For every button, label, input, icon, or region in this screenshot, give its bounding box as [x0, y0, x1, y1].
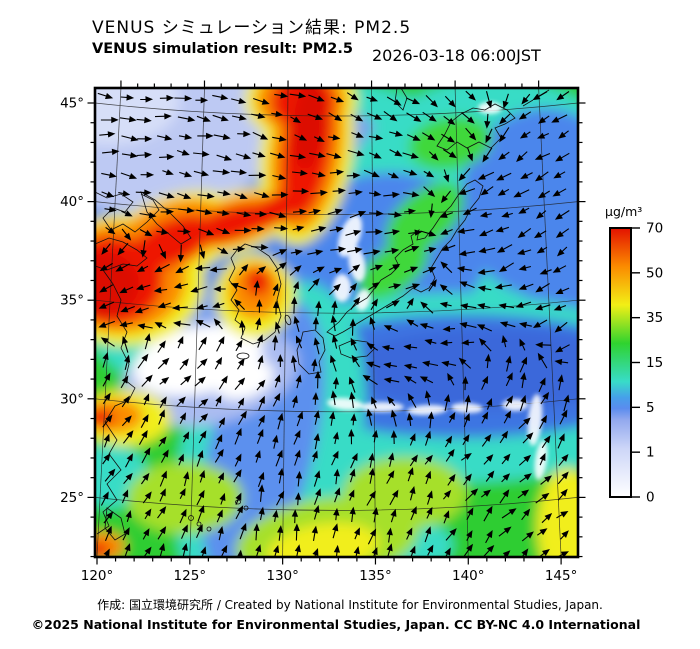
- lon-tick-label: 120°: [81, 568, 114, 584]
- wind-vector-field: [97, 90, 570, 557]
- page-title-english: VENUS simulation result: PM2.5: [92, 41, 353, 57]
- simulation-timestamp: 2026-03-18 06:00JST: [372, 46, 541, 65]
- page-title-japanese: VENUS シミュレーション結果: PM2.5: [92, 18, 412, 38]
- colorbar-tick-label: 70: [646, 221, 663, 237]
- colorbar-tick-label: 1: [646, 445, 655, 461]
- lon-tick-label: 125°: [174, 568, 207, 584]
- colorbar-tick-label: 50: [646, 265, 663, 281]
- lon-tick-label: 145°: [545, 568, 578, 584]
- credit-text: 作成: 国立環境研究所 / Created by National Instit…: [97, 598, 603, 612]
- lon-tick-label: 130°: [266, 568, 299, 584]
- lat-tick-label: 45°: [60, 96, 84, 112]
- map-frame: [93, 86, 580, 559]
- colorbar-tick-label: 35: [646, 310, 663, 326]
- colorbar-tick-label: 5: [646, 400, 655, 416]
- axis-ticks: [87, 80, 586, 565]
- lat-tick-label: 25°: [60, 490, 84, 506]
- lat-tick-label: 40°: [60, 194, 84, 210]
- lat-tick-label: 35°: [60, 293, 84, 309]
- coastlines: [95, 88, 550, 541]
- license-text: ©2025 National Institute for Environment…: [31, 617, 641, 632]
- map-area: 120° 125° 130° 135° 140° 145° 45° 40° 35° 30° 25°: [60, 80, 586, 585]
- axis-labels: 120° 125° 130° 135° 140° 145° 45° 40° 35° 30° 25°: [60, 96, 577, 585]
- colorbar: µg/m³ 70 50 35 15 5 1 0: [605, 204, 663, 506]
- lon-tick-label: 140°: [452, 568, 485, 584]
- colorbar-unit: µg/m³: [605, 204, 642, 219]
- lon-tick-label: 135°: [359, 568, 392, 584]
- lat-tick-label: 30°: [60, 391, 84, 407]
- colorbar-tick-label: 0: [646, 490, 655, 506]
- colorbar-tick-label: 15: [646, 355, 663, 371]
